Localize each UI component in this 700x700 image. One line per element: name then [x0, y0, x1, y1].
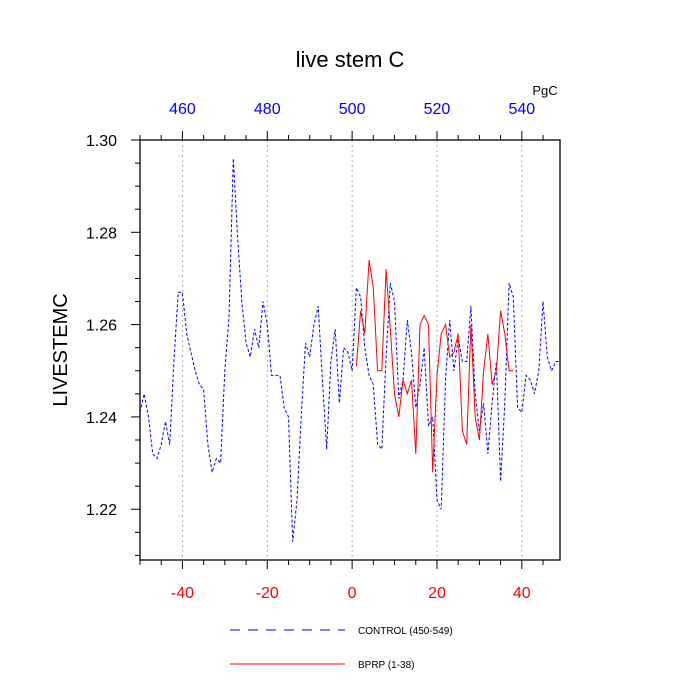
x-tick-label: 20: [428, 585, 446, 602]
axis-layer: -40 -20 0 20 40 460 480 500 520 540 1.22 1.24 1.26 1.…: [86, 101, 544, 602]
y-tick-label: 1.24: [86, 410, 117, 427]
x-tick-label: -20: [256, 585, 279, 602]
legend-label: CONTROL (450-549): [358, 626, 453, 637]
x-tick-label: 40: [513, 585, 531, 602]
y-axis-label: LIVESTEMC: [50, 293, 72, 406]
y-tick-label: 1.22: [86, 502, 117, 519]
top-tick-label: 460: [169, 101, 196, 118]
y-tick-label: 1.28: [86, 225, 117, 242]
chart-title: live stem C: [296, 47, 405, 72]
series-line-2: [355, 259, 514, 473]
legend: CONTROL (450-549) BPRP (1-38): [230, 626, 453, 671]
top-tick-label: 540: [508, 101, 535, 118]
y-tick-label: 1.26: [86, 318, 117, 335]
units-label: PgC: [532, 83, 557, 98]
y-tick-label: 1.30: [86, 133, 117, 150]
x-tick-label: 0: [348, 585, 357, 602]
top-tick-label: 480: [254, 101, 281, 118]
series-layer: [139, 158, 560, 542]
top-tick-label: 500: [339, 101, 366, 118]
plot-frame: [139, 139, 561, 561]
top-tick-label: 520: [424, 101, 451, 118]
series-line-1: [139, 158, 560, 542]
grid-layer: [182, 140, 523, 560]
x-tick-label: -40: [171, 585, 194, 602]
legend-label: BPRP (1-38): [358, 660, 415, 671]
